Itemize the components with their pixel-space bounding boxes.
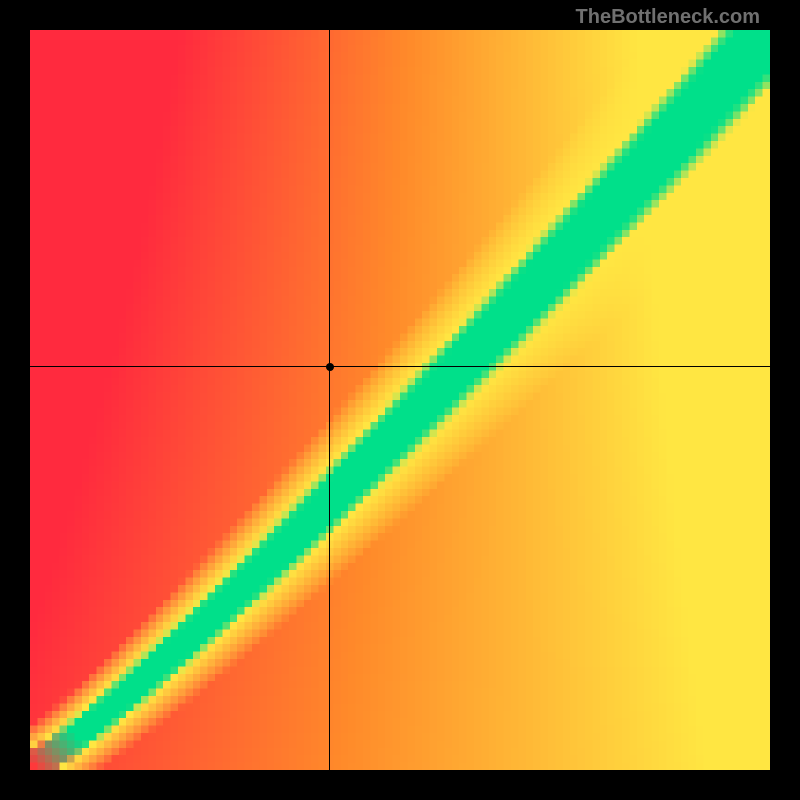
watermark-text: TheBottleneck.com — [576, 6, 760, 29]
heatmap-canvas — [30, 30, 770, 770]
crosshair-vertical — [329, 30, 330, 770]
bottleneck-heatmap: { "watermark": { "text": "TheBottleneck.… — [0, 0, 800, 800]
crosshair-marker — [326, 363, 334, 371]
crosshair-horizontal — [30, 366, 770, 367]
